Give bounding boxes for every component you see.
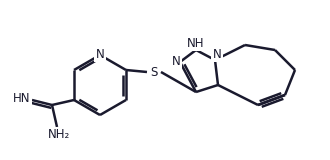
Text: HN: HN <box>13 92 31 105</box>
Text: NH₂: NH₂ <box>48 128 70 141</box>
Text: N: N <box>172 55 181 68</box>
Text: S: S <box>150 65 158 79</box>
Text: N: N <box>96 48 104 60</box>
Text: N: N <box>213 48 221 60</box>
Text: NH: NH <box>187 36 205 49</box>
